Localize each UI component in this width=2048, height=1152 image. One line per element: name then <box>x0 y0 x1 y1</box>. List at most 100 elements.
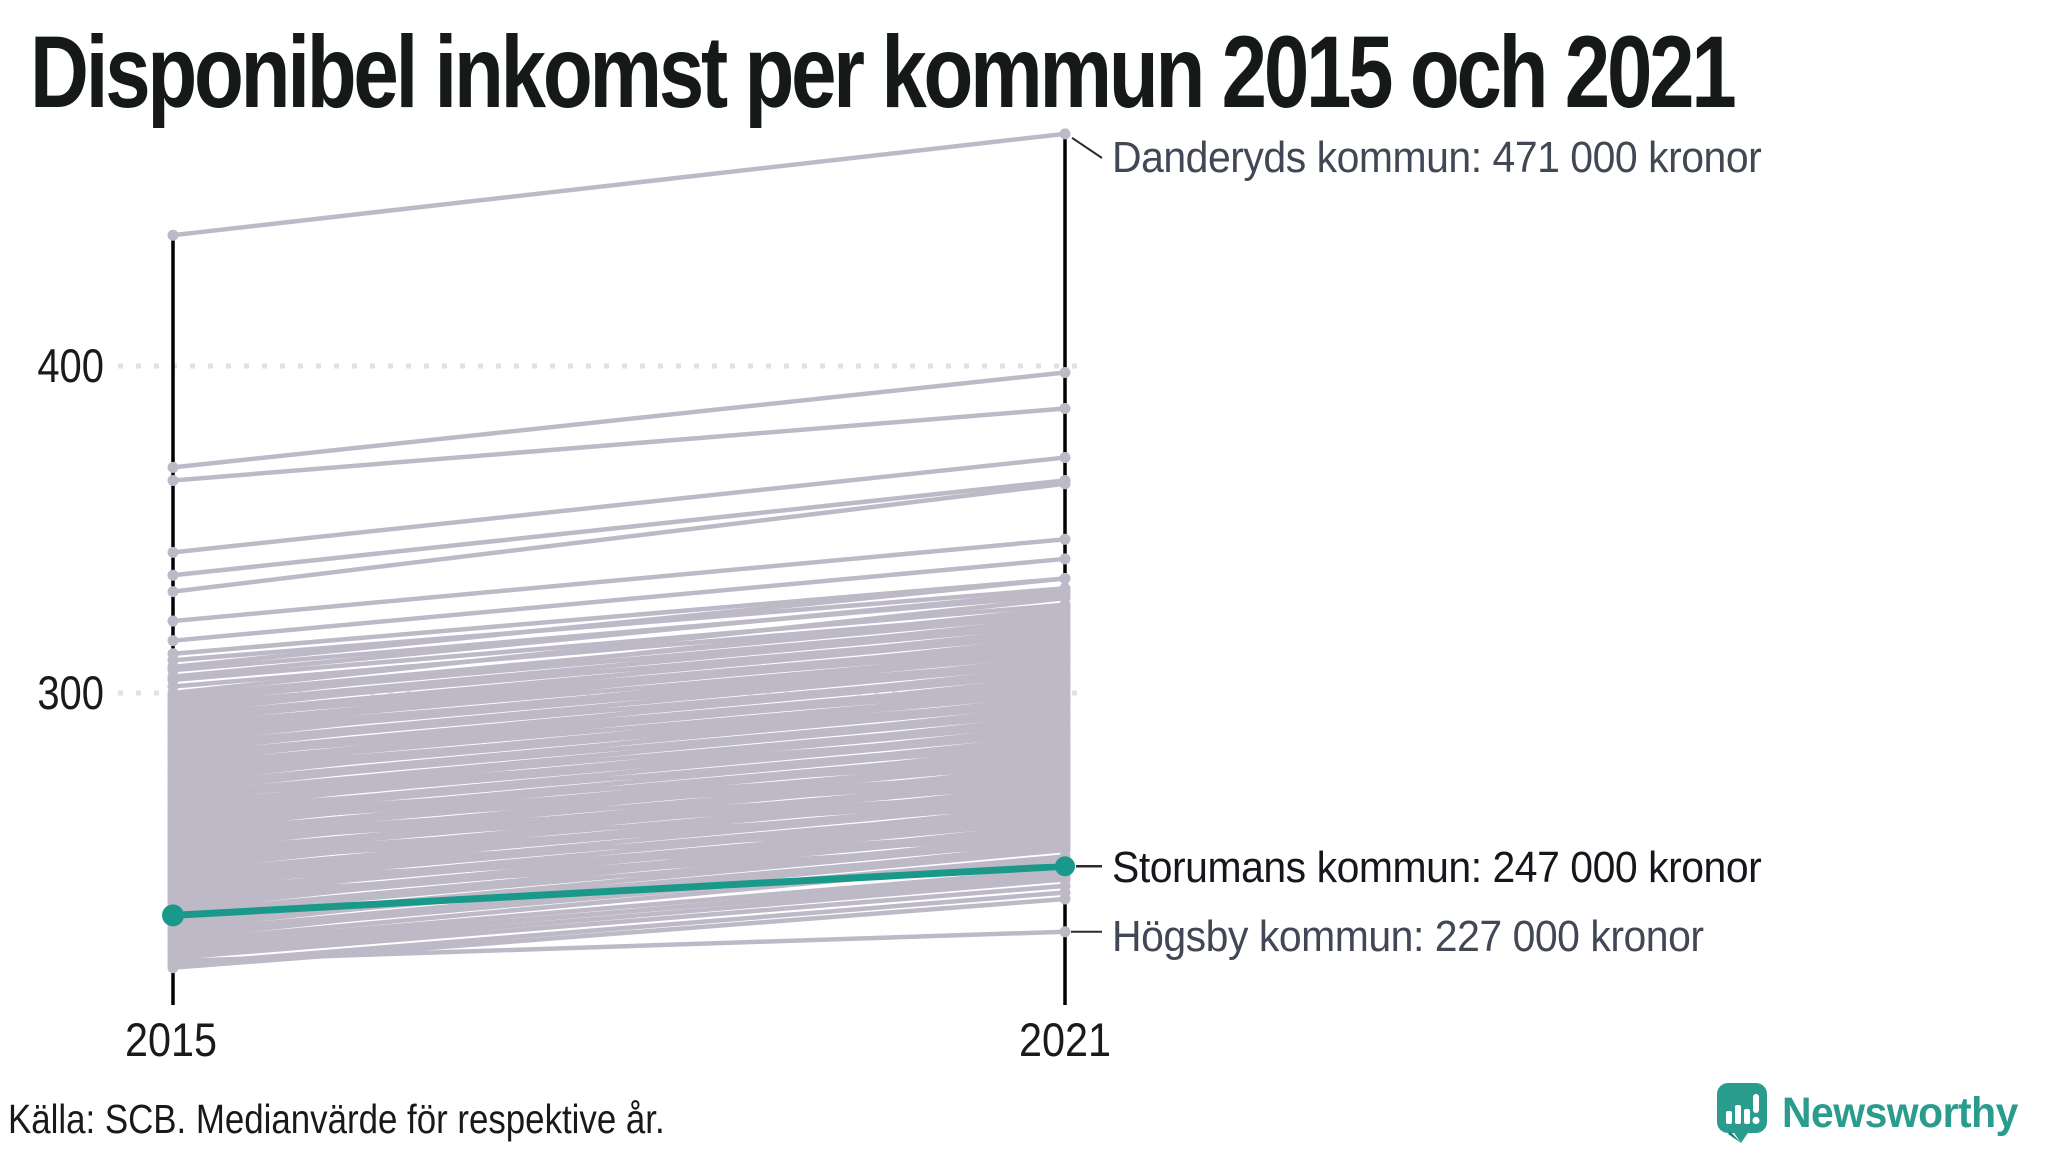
point-2021 <box>1059 628 1071 640</box>
slope-line <box>170 890 1068 967</box>
slope-line <box>170 595 1068 696</box>
slope-line <box>170 589 1068 679</box>
point-2015 <box>167 229 179 241</box>
point-2021 <box>1059 654 1071 666</box>
point-2015 <box>167 779 179 791</box>
slope-line <box>170 576 1068 670</box>
point-2021 <box>1059 403 1071 415</box>
slope-line <box>170 867 1068 948</box>
point-2021 <box>1059 808 1071 820</box>
point-2021 <box>1059 602 1071 614</box>
point-2021 <box>1059 641 1071 653</box>
highlight-slope-line <box>169 862 1069 919</box>
chart-title: Disponibel inkomst per kommun 2015 och 2… <box>30 15 1737 129</box>
point-2021 <box>1059 612 1071 624</box>
slope-line <box>170 481 1068 594</box>
x-tick-2021: 2021 <box>1018 1013 1112 1066</box>
slope-line <box>170 762 1068 827</box>
slope-line <box>170 370 1068 470</box>
point-2021 <box>1059 752 1071 764</box>
slope-line <box>170 883 1068 961</box>
point-2021 <box>1059 837 1071 849</box>
point-2015 <box>167 474 179 486</box>
newsworthy-logo-text: Newsworthy <box>1781 1088 2018 1137</box>
point-2021 <box>1059 765 1071 777</box>
point-2015 <box>167 752 179 764</box>
point-2015 <box>167 615 179 627</box>
point-2015 <box>167 824 179 836</box>
point-2015 <box>167 461 179 473</box>
slope-line <box>170 801 1068 902</box>
point-2015 <box>167 700 179 712</box>
point-2015 <box>167 837 179 849</box>
point-2015 <box>167 739 179 751</box>
newsworthy-logo: Newsworthy <box>1716 1082 2030 1144</box>
point-2015 <box>167 569 179 581</box>
y-tick-300: 300 <box>37 666 104 719</box>
point-2021 <box>1059 828 1071 840</box>
point-2015 <box>167 864 179 876</box>
slope-line <box>170 478 1068 578</box>
slope-line <box>170 631 1068 709</box>
annotation-connectors <box>1071 137 1103 933</box>
annotation-hogsby: Högsby kommun: 227 000 kronor <box>1112 912 1704 961</box>
newsworthy-logo-icon <box>1716 1083 1767 1143</box>
highlight-point-2021 <box>1055 856 1075 877</box>
point-2021 <box>1059 553 1071 565</box>
slope-line <box>170 406 1068 483</box>
point-2021 <box>1059 533 1071 545</box>
slope-line <box>170 602 1068 683</box>
slope-line <box>170 877 1068 957</box>
slope-line <box>170 644 1068 722</box>
slope-line <box>170 671 1068 748</box>
slope-line <box>170 782 1068 846</box>
x-tick-2015: 2015 <box>124 1013 218 1066</box>
slope-line <box>170 870 1068 954</box>
point-2021 <box>1059 707 1071 719</box>
point-2015 <box>167 890 179 902</box>
slope-line <box>170 605 1068 706</box>
slope-line <box>170 729 1068 800</box>
slope-line <box>170 697 1068 774</box>
source-note: Källa: SCB. Medianvärde för respektive å… <box>8 1096 665 1142</box>
point-2021 <box>1059 779 1071 791</box>
point-2021 <box>1059 592 1071 604</box>
slope-line <box>170 131 1068 238</box>
point-2015 <box>167 713 179 725</box>
point-2021 <box>1059 478 1071 490</box>
point-2021 <box>1059 667 1071 679</box>
point-2015 <box>167 811 179 823</box>
point-2015 <box>167 586 179 598</box>
slope-line <box>170 556 1068 643</box>
slope-line <box>170 658 1068 735</box>
point-2021 <box>1059 694 1071 706</box>
point-2021 <box>1059 818 1071 830</box>
slope-line <box>170 615 1068 715</box>
slope-line <box>170 775 1068 840</box>
point-2021 <box>1059 726 1071 738</box>
annotation-danderyd: Danderyds kommun: 471 000 kronor <box>1112 133 1762 182</box>
slope-line <box>170 821 1068 921</box>
annotation-storuman: Storumans kommun: 247 000 kronor <box>1112 843 1762 892</box>
point-2021 <box>1059 573 1071 585</box>
slope-line <box>170 537 1068 624</box>
slope-line <box>170 769 1068 833</box>
point-2015 <box>167 765 179 777</box>
point-2021 <box>1059 926 1071 938</box>
point-2021 <box>1059 893 1071 905</box>
connector-danderyd <box>1071 137 1103 159</box>
slope-line <box>170 743 1068 813</box>
slope-line <box>170 684 1068 761</box>
point-2021 <box>1059 128 1071 140</box>
slope-line <box>170 896 1068 970</box>
y-tick-400: 400 <box>37 339 104 392</box>
point-2021 <box>1059 739 1071 751</box>
point-2015 <box>167 851 179 862</box>
point-2015 <box>167 792 179 804</box>
point-2021 <box>1059 452 1071 464</box>
slope-lines <box>167 128 1071 974</box>
point-2015 <box>167 962 179 974</box>
point-2021 <box>1059 792 1071 804</box>
point-2015 <box>167 726 179 738</box>
